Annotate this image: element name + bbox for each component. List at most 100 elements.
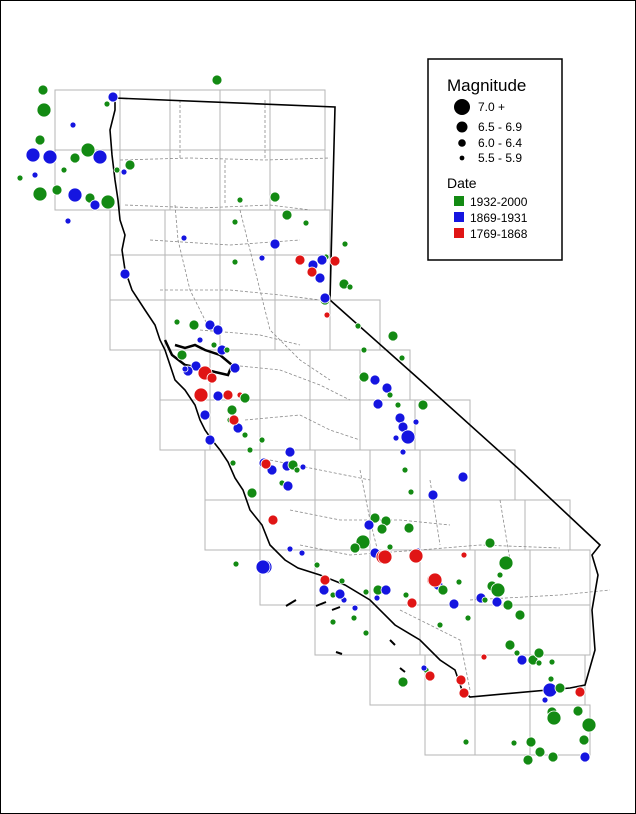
earthquake-point xyxy=(37,84,49,96)
earthquake-point xyxy=(346,283,354,291)
earthquake-point xyxy=(358,371,370,383)
earthquake-point xyxy=(574,686,586,698)
earthquake-point xyxy=(228,414,240,426)
earthquake-point xyxy=(369,374,381,386)
magnitude-label: 7.0 + xyxy=(478,100,505,114)
earthquake-point xyxy=(64,217,72,225)
earthquake-point xyxy=(212,324,224,336)
earthquake-point xyxy=(318,584,330,596)
earthquake-point xyxy=(547,751,559,763)
earthquake-point xyxy=(360,346,368,354)
earthquake-point xyxy=(316,254,328,266)
earthquake-point xyxy=(232,560,240,568)
earthquake-point xyxy=(323,311,331,319)
date-label: 1869-1931 xyxy=(470,211,528,225)
earthquake-point xyxy=(490,582,506,598)
earthquake-point xyxy=(498,555,514,571)
earthquake-point xyxy=(32,186,48,202)
magnitude-symbol-7-0-plus xyxy=(454,99,470,115)
earthquake-point xyxy=(294,254,306,266)
earthquake-point xyxy=(176,349,188,361)
earthquake-point xyxy=(581,717,597,733)
earthquake-point xyxy=(408,548,424,564)
date-swatch-1869-1931 xyxy=(454,212,464,222)
quadrangle-grid xyxy=(54,89,591,756)
legend-magnitude-title: Magnitude xyxy=(447,76,526,95)
earthquake-point xyxy=(402,591,410,599)
earthquake-point xyxy=(229,362,241,374)
earthquake-point xyxy=(223,346,231,354)
earthquake-point xyxy=(246,446,254,454)
legend-box xyxy=(427,58,563,261)
earthquake-point xyxy=(313,561,321,569)
earthquake-point xyxy=(377,549,393,565)
earthquake-point xyxy=(406,597,418,609)
earthquake-point xyxy=(448,598,460,610)
earthquake-point xyxy=(578,734,590,746)
earthquake-point xyxy=(25,147,41,163)
earthquake-point xyxy=(464,614,472,622)
earthquake-point xyxy=(319,292,331,304)
earthquake-point xyxy=(36,102,52,118)
earthquake-point xyxy=(349,542,361,554)
earthquake-point xyxy=(386,543,394,551)
earthquake-point xyxy=(376,523,388,535)
earthquake-point xyxy=(284,446,296,458)
earthquake-point xyxy=(229,459,237,467)
earthquake-point xyxy=(455,578,463,586)
earthquake-point xyxy=(533,647,545,659)
earthquake-point xyxy=(547,675,555,683)
earthquake-point xyxy=(436,621,444,629)
earthquake-point xyxy=(387,330,399,342)
earthquake-point xyxy=(369,512,381,524)
earthquake-point xyxy=(190,360,202,372)
earthquake-point xyxy=(306,266,318,278)
earthquake-point xyxy=(193,387,209,403)
earthquake-point xyxy=(516,654,528,666)
earthquake-point xyxy=(458,687,470,699)
earthquake-point xyxy=(51,184,63,196)
earthquake-point xyxy=(424,670,436,682)
earthquake-point xyxy=(548,658,556,666)
earthquake-point xyxy=(281,209,293,221)
earthquake-point xyxy=(260,458,272,470)
earthquake-point xyxy=(351,604,359,612)
earthquake-point xyxy=(299,463,307,471)
earthquake-point xyxy=(534,746,546,758)
earthquake-point xyxy=(199,409,211,421)
earthquake-point xyxy=(394,412,406,424)
date-swatch-1932-2000 xyxy=(454,196,464,206)
earthquake-point xyxy=(103,100,111,108)
earthquake-point xyxy=(67,187,83,203)
earthquake-point xyxy=(420,664,428,672)
earthquake-point xyxy=(60,166,68,174)
earthquake-point xyxy=(107,91,119,103)
magnitude-label: 5.5 - 5.9 xyxy=(478,151,522,165)
earthquake-point xyxy=(535,659,543,667)
earthquake-point xyxy=(206,372,218,384)
earthquake-point xyxy=(397,676,409,688)
earthquake-point xyxy=(196,336,204,344)
earthquake-point xyxy=(314,272,326,284)
earthquake-point xyxy=(255,559,271,575)
legend: Magnitude 7.0 + 6.5 - 6.9 6.0 - 6.4 5.5 … xyxy=(427,58,563,261)
earthquake-point xyxy=(302,219,310,227)
earthquake-point xyxy=(120,168,128,176)
earthquake-point xyxy=(407,488,415,496)
earthquake-point xyxy=(392,434,400,442)
earthquake-point xyxy=(525,736,537,748)
earthquake-point xyxy=(541,696,549,704)
earthquake-point xyxy=(267,514,279,526)
earthquake-point xyxy=(363,519,375,531)
earthquake-point xyxy=(293,466,301,474)
earthquake-point xyxy=(427,572,443,588)
date-swatch-1769-1868 xyxy=(454,228,464,238)
earthquake-point xyxy=(400,429,416,445)
earthquake-point xyxy=(403,522,415,534)
earthquake-point xyxy=(481,596,489,604)
magnitude-symbol-5-5 xyxy=(459,155,465,161)
date-label: 1769-1868 xyxy=(470,227,528,241)
earthquake-point xyxy=(338,577,346,585)
earthquake-point xyxy=(100,194,116,210)
